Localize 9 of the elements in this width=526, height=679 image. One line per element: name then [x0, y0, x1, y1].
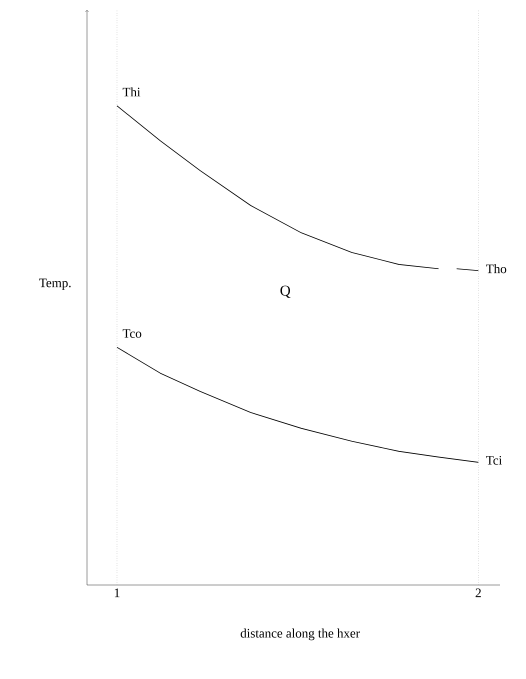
- annotation: Tci: [486, 456, 502, 465]
- x-tick-label: 1: [114, 588, 120, 598]
- annotation: Tco: [122, 329, 142, 338]
- x-axis-title: distance along the hxer: [240, 628, 360, 640]
- annotation: Tho: [486, 264, 506, 274]
- annotation: Q: [280, 286, 290, 298]
- y-axis-title: Temp.: [39, 278, 71, 290]
- text: Thi: [122, 87, 140, 96]
- x-tick-label: 2: [476, 588, 481, 598]
